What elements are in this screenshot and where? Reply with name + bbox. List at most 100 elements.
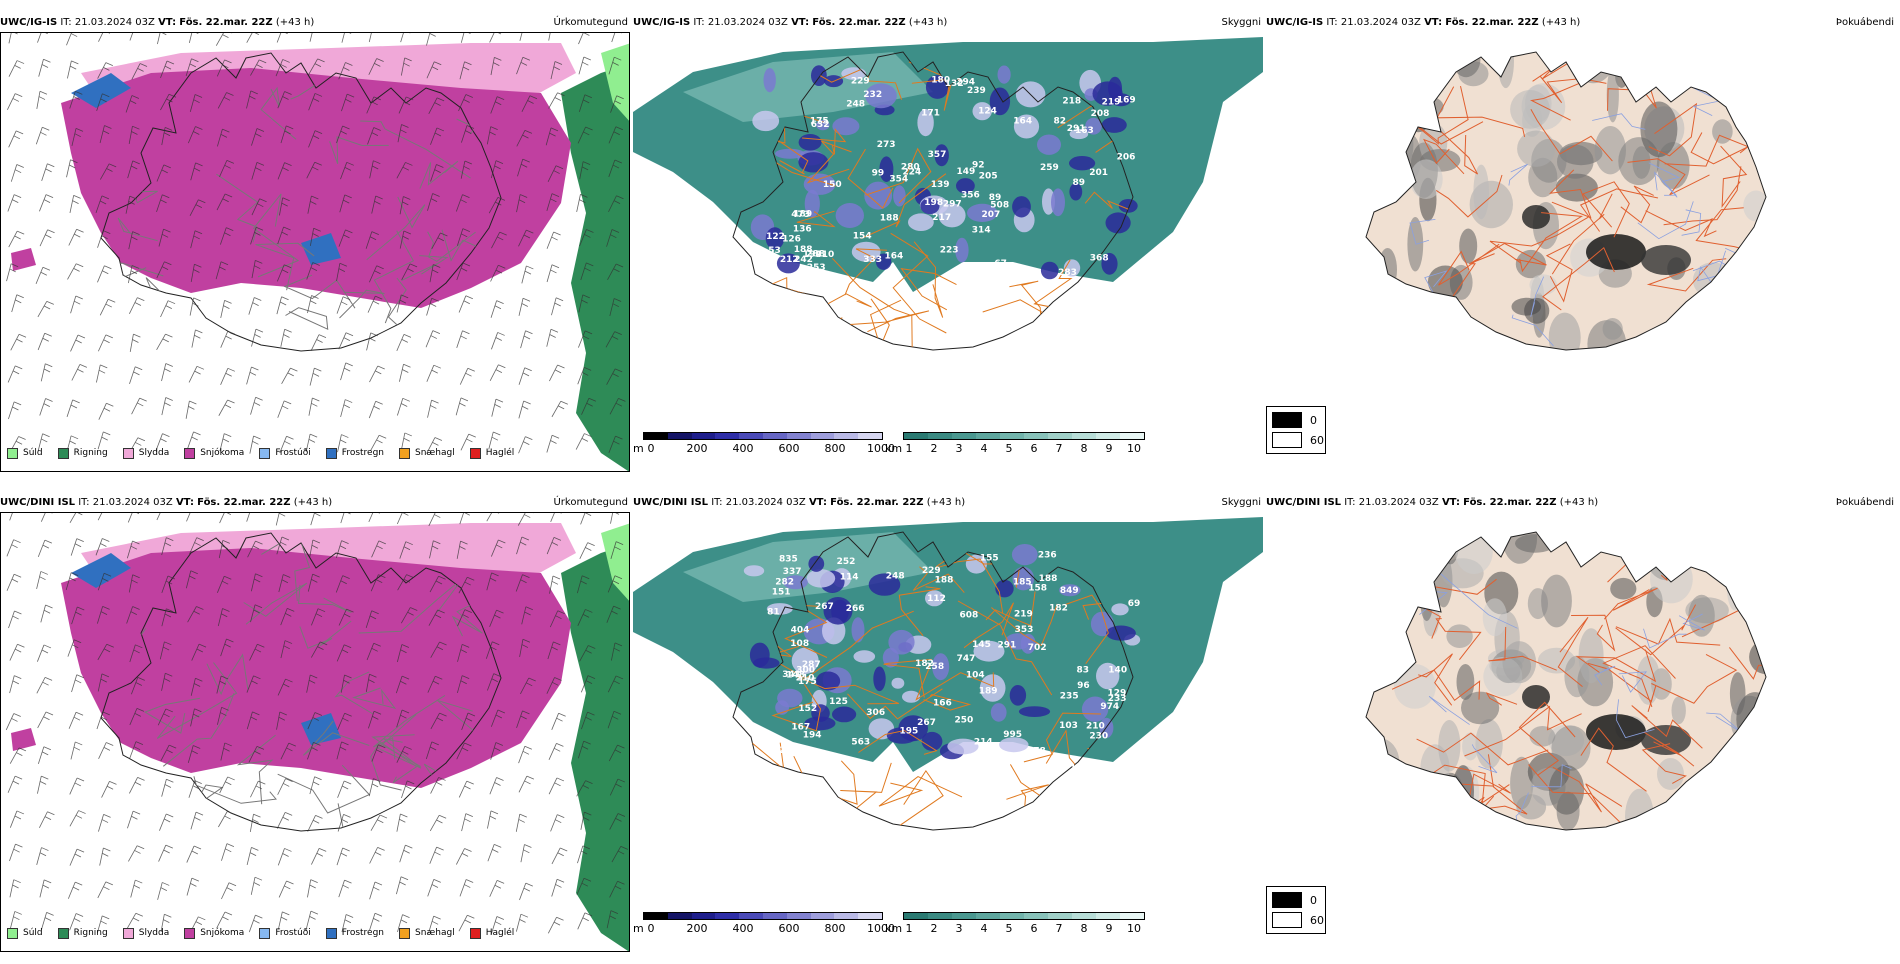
visibility-tick: 4 [981, 922, 988, 935]
fog-key-label: 60 [1310, 914, 1324, 927]
visibility-colorbar-bin [1000, 433, 1024, 439]
cloud-base-label: 404 [791, 626, 810, 636]
visibility-tick: 5 [1006, 922, 1013, 935]
cloud-base-label: 219 [1014, 610, 1033, 620]
height-colorbar-bin [858, 433, 882, 439]
height-colorbar-bin [715, 913, 739, 919]
cloud-base-label: 140 [1108, 666, 1127, 676]
height-colorbar-bin [692, 913, 716, 919]
panel-header: UWC/IG-IS IT: 21.03.2024 03Z VT: Fös. 22… [0, 14, 630, 32]
cloud-base-label: 333 [863, 255, 882, 265]
cloud-base-label: 835 [779, 555, 798, 565]
legend-label: Slydda [139, 448, 169, 458]
legend-label: Snjókoma [200, 448, 244, 458]
visibility-colorbar-bin [1048, 913, 1072, 919]
cloud-base-label: 188 [1039, 574, 1058, 584]
cloud-base-label: 194 [803, 731, 822, 741]
fog-key-row: 60 [1272, 912, 1324, 928]
cloud-base-label: 145 [972, 640, 991, 650]
visibility-tick: 7 [1056, 442, 1063, 455]
legend-item: Haglél [470, 928, 515, 939]
lead-time: (+43 h) [1560, 497, 1598, 508]
legend-swatch [123, 448, 134, 459]
model-name: UWC/IG-IS [1266, 17, 1323, 28]
fog-map [1266, 32, 1898, 432]
cloud-base-label: 78 [1033, 746, 1046, 756]
legend-swatch [123, 928, 134, 939]
cloud-base-label: 150 [823, 180, 842, 190]
height-unit: m [633, 922, 644, 935]
panel-title: Skyggni [1221, 14, 1261, 32]
precip-type-panel: UWC/IG-IS IT: 21.03.2024 03Z VT: Fös. 22… [0, 14, 630, 484]
legend-item: Rigning [58, 928, 108, 939]
height-colorbar-bin [668, 913, 692, 919]
visibility-tick: 8 [1081, 442, 1088, 455]
cloud-base-label: 169 [1117, 95, 1136, 105]
cloud-base-label: 209 [799, 268, 818, 278]
cloud-base-label: 89 [1073, 178, 1086, 188]
cloud-base-label: 236 [1038, 551, 1057, 561]
vt-value: Fös. 22.mar. 22Z [1463, 497, 1556, 508]
cloud-base-label: 995 [1003, 730, 1022, 740]
cloud-base-label: 108 [790, 639, 809, 649]
cloud-base-label: 182 [1049, 604, 1068, 614]
legend-swatch [58, 928, 69, 939]
cloud-base-label: 124 [978, 106, 997, 116]
fog-key-swatch [1272, 892, 1302, 908]
panel-header: UWC/IG-IS IT: 21.03.2024 03Z VT: Fös. 22… [1266, 14, 1896, 32]
it-label: IT: [60, 17, 71, 28]
visibility-tick: 4 [981, 442, 988, 455]
cloud-base-label: 126 [782, 235, 801, 245]
legend-label: Frostúði [275, 928, 310, 938]
visibility-tick: 10 [1127, 922, 1141, 935]
fog-key-swatch [1272, 432, 1302, 448]
cloud-base-label: 233 [1108, 694, 1127, 704]
height-colorbar-bin [834, 433, 858, 439]
cloud-base-label: 139 [931, 180, 950, 190]
visibility-tick: 1 [906, 442, 913, 455]
it-value: 21.03.2024 03Z [1341, 17, 1421, 28]
panel-header: UWC/DINI ISL IT: 21.03.2024 03Z VT: Fös.… [0, 494, 630, 512]
it-value: 21.03.2024 03Z [708, 17, 788, 28]
cloud-base-label: 151 [772, 588, 791, 598]
height-tick: 400 [733, 922, 754, 935]
height-colorbar-bin [715, 433, 739, 439]
legend-label: Haglél [486, 448, 515, 458]
cloud-base-label: 201 [1089, 168, 1108, 178]
legend-item: Rigning [58, 448, 108, 459]
height-colorbar-bin [739, 433, 763, 439]
vt-value: Fös. 22.mar. 22Z [1445, 17, 1538, 28]
cloud-base-label: 164 [1013, 116, 1032, 126]
cloud-base-label: 188 [935, 575, 954, 585]
vt-label: VT: [809, 497, 827, 508]
cloud-base-label: 163 [1075, 126, 1094, 136]
legend-label: Frostúði [275, 448, 310, 458]
cloud-base-label: 81 [767, 608, 780, 618]
fog-key-label: 0 [1310, 894, 1317, 907]
visibility-colorbar-bin [1096, 433, 1120, 439]
panel-title: Úrkomutegund [553, 494, 628, 512]
model-name: UWC/IG-IS [0, 17, 57, 28]
cloud-base-label: 563 [805, 755, 824, 765]
legend-label: Snæhagl [415, 448, 455, 458]
legend-swatch [7, 928, 18, 939]
cloud-base-label: 223 [940, 246, 959, 256]
cloud-base-label: 280 [901, 163, 920, 173]
panel-header: UWC/IG-IS IT: 21.03.2024 03Z VT: Fös. 22… [633, 14, 1263, 32]
cloud-base-label: 563 [851, 737, 870, 747]
cloud-base-label: 208 [1091, 109, 1110, 119]
cloud-base-label: 473 [791, 210, 810, 220]
cloud-base-label: 356 [961, 191, 980, 201]
legend-label: Frostregn [342, 448, 384, 458]
cloud-base-label: 306 [866, 708, 885, 718]
cloud-base-label: 194 [1070, 764, 1089, 774]
visibility-colorbar-bin [976, 913, 1000, 919]
cloud-base-label: 259 [1040, 163, 1059, 173]
cloud-base-label: 89 [989, 193, 1002, 203]
visibility-unit: km [885, 442, 902, 455]
cloud-base-label: 198 [924, 198, 943, 208]
height-tick: 800 [825, 922, 846, 935]
